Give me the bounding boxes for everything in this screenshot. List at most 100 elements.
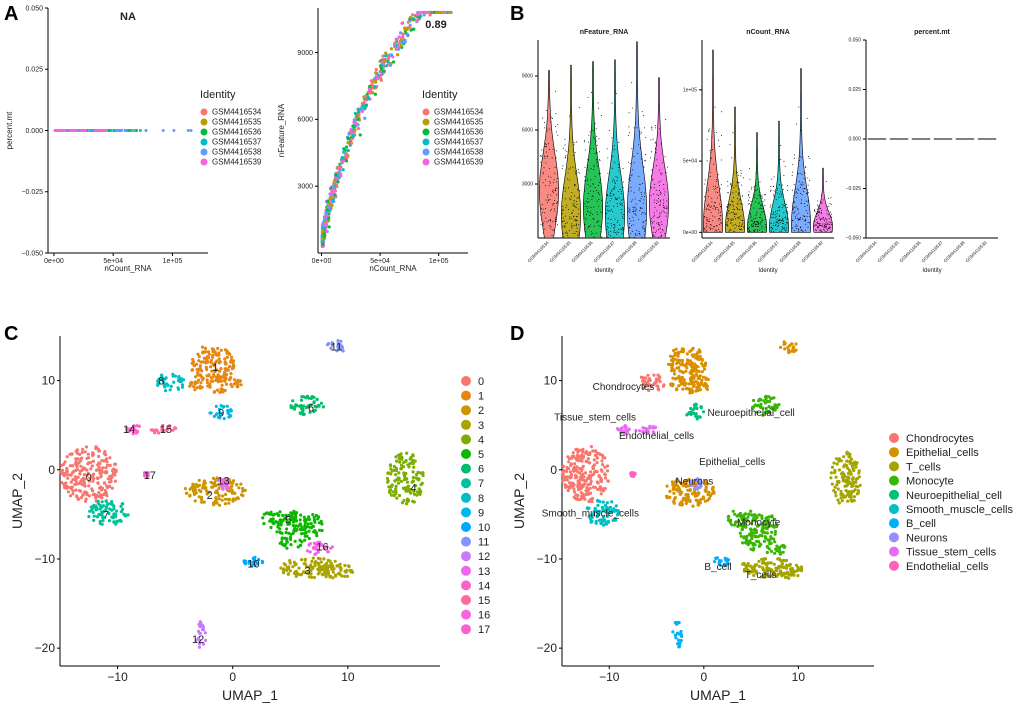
umap-point — [586, 457, 590, 461]
umap-point — [695, 373, 699, 377]
violin-jitter-point — [635, 208, 637, 210]
violin-jitter-point — [717, 209, 719, 211]
cluster-label: 0 — [86, 472, 92, 484]
umap-point — [394, 468, 398, 473]
violin-jitter-point — [641, 111, 643, 113]
umap-point — [310, 559, 314, 564]
violin-jitter-point — [795, 196, 797, 198]
violin-jitter-point — [598, 151, 600, 153]
umap-point — [851, 484, 855, 488]
umap-point — [761, 413, 765, 417]
violin-jitter-point — [584, 203, 586, 205]
violin-jitter-point — [555, 220, 557, 222]
panel-letter-a: A — [4, 3, 18, 25]
violin-jitter-point — [814, 221, 816, 223]
scatter-point — [380, 60, 384, 64]
umap-point — [115, 520, 119, 524]
violin-jitter-point — [650, 139, 652, 141]
umap-point — [770, 515, 774, 519]
violin-jitter-point — [570, 199, 572, 201]
x-tick-label: 5e+04 — [103, 258, 123, 265]
umap-point — [309, 526, 313, 530]
violin-jitter-point — [569, 198, 571, 200]
umap-point — [220, 383, 224, 387]
violin-jitter-point — [562, 226, 564, 228]
violin-jitter-point — [642, 202, 644, 204]
umap-point — [744, 566, 748, 570]
legend-swatch — [422, 128, 430, 136]
umap-point — [96, 499, 100, 503]
umap-point — [843, 495, 848, 499]
umap-point — [785, 575, 789, 579]
umap-point — [81, 493, 85, 497]
umap-point — [689, 360, 693, 364]
violin-jitter-point — [629, 180, 631, 182]
umap-point — [307, 536, 311, 541]
violin-jitter-point — [713, 206, 715, 208]
violin-jitter-point — [610, 218, 612, 220]
violin-jitter-point — [590, 224, 592, 226]
umap-point — [284, 531, 288, 535]
y-tick-label: 0.050 — [848, 38, 861, 44]
violin-jitter-point — [570, 167, 572, 169]
umap-point — [834, 475, 838, 479]
violin-jitter-point — [600, 211, 602, 213]
scatter-point — [396, 53, 400, 57]
violin-jitter-point — [816, 208, 818, 210]
umap-point — [409, 455, 413, 459]
y-tick-label: −0.050 — [21, 250, 43, 257]
umap-point — [394, 487, 398, 491]
scatter-point — [443, 10, 447, 15]
violin-jitter-point — [597, 192, 599, 194]
umap-point — [769, 561, 773, 565]
umap-point — [580, 467, 584, 471]
violin-jitter-point — [576, 141, 578, 143]
violin-jitter-point — [807, 221, 809, 223]
violin-jitter-point — [741, 224, 743, 226]
umap-point — [839, 489, 843, 494]
violin-jitter-point — [571, 227, 573, 229]
violin-jitter-point — [824, 224, 826, 226]
violin-jitter-point — [822, 199, 824, 201]
violin-jitter-point — [761, 225, 763, 227]
umap-point — [753, 403, 757, 407]
scatter-point — [355, 121, 359, 126]
umap-point — [102, 509, 106, 513]
violin-jitter-point — [821, 202, 823, 204]
violin-jitter-point — [781, 207, 783, 209]
violin-jitter-point — [606, 148, 608, 150]
violin-jitter-point — [658, 222, 660, 224]
umap-point — [281, 568, 285, 572]
umap-point — [765, 409, 770, 414]
violin-jitter-point — [594, 137, 596, 139]
violin-jitter-point — [825, 227, 827, 229]
umap-point — [331, 564, 335, 568]
violin-jitter-point — [640, 198, 642, 200]
umap-point — [741, 541, 745, 545]
umap-point — [782, 565, 786, 570]
umap-point — [832, 461, 836, 465]
umap-point — [300, 532, 304, 536]
violin-jitter-point — [823, 225, 825, 227]
violin-jitter-point — [792, 227, 794, 229]
violin-jitter-point — [829, 224, 831, 226]
scatter-point — [189, 129, 193, 132]
umap-point — [81, 447, 85, 451]
violin-jitter-point — [718, 139, 720, 141]
x-axis-label: Identity — [594, 268, 613, 274]
violin-jitter-point — [622, 181, 624, 183]
scatter-point — [384, 51, 388, 55]
violin-jitter-point — [609, 194, 611, 196]
scatter-point — [394, 47, 398, 51]
umap-point — [343, 574, 347, 579]
umap-point — [213, 390, 217, 394]
umap-point — [759, 575, 764, 579]
violin-jitter-point — [622, 227, 624, 229]
umap-point — [580, 455, 584, 459]
umap-point — [565, 478, 569, 482]
violin-jitter-point — [713, 231, 715, 233]
scatter-point — [353, 111, 357, 116]
scatter-point — [84, 129, 88, 132]
scatter-point — [428, 13, 432, 17]
umap-point — [748, 539, 752, 543]
